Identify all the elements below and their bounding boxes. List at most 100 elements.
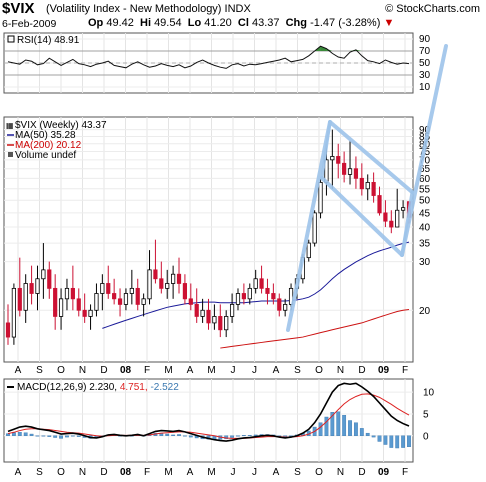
price-x-tick-label: D: [358, 365, 365, 376]
low-label: Lo: [187, 17, 202, 29]
price-x-tick-label: M: [207, 365, 215, 376]
price-candle-body: [389, 220, 394, 228]
price-candle-body: [265, 287, 270, 294]
price-legend-label: $VIX (Weekly) 43.37: [15, 120, 107, 131]
ma50-legend-label: MA(50) 35.28: [15, 130, 76, 141]
change-label: Chg: [285, 17, 307, 29]
price-candle-body: [112, 293, 117, 300]
macd-histogram-bar: [11, 432, 16, 436]
price-candle-body: [23, 283, 28, 311]
ma200-line: [220, 309, 410, 349]
macd-histogram-bar: [348, 420, 352, 436]
price-candle-body: [353, 168, 359, 179]
macd-histogram-bar: [23, 432, 28, 436]
macd-histogram-bar: [318, 422, 323, 436]
price-candle-body: [312, 212, 317, 244]
price-candle-body: [271, 293, 276, 300]
price-candle-body: [94, 293, 99, 311]
price-y-tick-label: 50: [419, 196, 431, 207]
price-candle-body: [318, 182, 323, 214]
price-candle-body: [176, 273, 182, 284]
price-candle-body: [129, 287, 134, 294]
close-value: 43.37: [251, 17, 280, 29]
macd-histogram-bar: [6, 433, 10, 436]
macd-x-tick-label: 09: [378, 467, 390, 478]
price-candle-body: [306, 242, 311, 259]
macd-histogram-bar: [253, 434, 258, 436]
price-x-tick-label: M: [164, 365, 172, 376]
macd-y-tick-label: 5: [423, 409, 429, 420]
macd-histogram-bar: [342, 415, 347, 436]
macd-histogram-bar: [230, 435, 234, 438]
price-candle-body: [283, 304, 288, 311]
price-x-tick-label: J: [252, 365, 257, 376]
macd-histogram-bar: [59, 435, 63, 439]
macd-histogram-bar: [395, 435, 400, 449]
macd-histogram-bar: [247, 435, 252, 437]
price-candle-body: [194, 304, 199, 317]
price-candle-body: [141, 298, 146, 305]
price-candle-body: [383, 212, 388, 222]
macd-y-tick-label: 0: [423, 431, 429, 442]
price-x-tick-label: 09: [378, 365, 390, 376]
price-x-tick-label: N: [79, 365, 86, 376]
macd-histogram-bar: [183, 435, 187, 437]
price-candle-body: [371, 182, 376, 196]
price-candle-body: [17, 287, 22, 311]
rsi-y-tick-label: 50: [419, 58, 431, 69]
macd-histogram-bar: [76, 435, 81, 437]
macd-x-tick-label: J: [252, 467, 257, 478]
price-candle-body: [64, 287, 70, 300]
price-candle-body: [229, 304, 235, 317]
price-x-tick-label: F: [402, 365, 408, 376]
annotation-trend-line: [286, 120, 332, 332]
macd-histogram-bar: [365, 432, 370, 436]
price-candle-body: [359, 177, 364, 190]
price-candle-body: [182, 283, 188, 300]
macd-x-tick-label: M: [164, 467, 172, 478]
price-y-tick-label: 55: [419, 184, 431, 195]
macd-line: [7, 382, 410, 442]
annotation-trend-line: [320, 120, 332, 180]
macd-histogram-bar: [41, 435, 46, 437]
macd-x-tick-label: O: [315, 467, 323, 478]
price-candle-body: [159, 278, 164, 289]
price-x-tick-label: N: [337, 365, 344, 376]
macd-histogram-bar: [17, 432, 22, 436]
macd-histogram-bar: [401, 435, 406, 448]
macd-x-tick-label: A: [15, 467, 22, 478]
price-candle-body: [253, 278, 258, 289]
price-candle-body: [259, 278, 264, 289]
close-label: Cl: [237, 17, 249, 29]
macd-legend-value: -2.522: [150, 382, 179, 393]
price-x-tick-label: A: [15, 365, 22, 376]
rsi-y-tick-label: 10: [419, 82, 431, 93]
price-x-tick-label: A: [273, 365, 280, 376]
price-y-tick-label: 90: [419, 125, 431, 136]
price-candle-body: [106, 283, 111, 294]
macd-histogram-bar: [383, 435, 388, 445]
price-candle-body: [206, 309, 211, 324]
price-y-tick-label: 60: [419, 174, 431, 185]
macd-histogram-bar: [177, 434, 181, 436]
price-candle-body: [123, 293, 129, 305]
price-y-tick-label: 65: [419, 164, 431, 175]
price-candle-body: [277, 298, 282, 311]
price-y-tick-label: 40: [419, 223, 431, 234]
price-candle-body: [47, 269, 52, 289]
rsi-legend-swatch: [7, 35, 15, 43]
macd-x-tick-label: A: [187, 467, 194, 478]
macd-histogram-bar: [165, 433, 170, 436]
price-candle-body: [171, 273, 176, 284]
price-x-tick-label: J: [231, 365, 236, 376]
macd-histogram-bar: [330, 412, 335, 436]
price-candle-body: [5, 322, 11, 338]
price-candle-body: [241, 293, 246, 300]
chart-symbol: $VIX: [2, 0, 35, 17]
macd-histogram-bar: [65, 435, 69, 438]
price-candle-body: [212, 316, 217, 324]
macd-histogram-bar: [236, 435, 240, 437]
price-candle-body: [365, 182, 370, 190]
macd-histogram-bar: [336, 411, 341, 436]
price-candle-body: [165, 283, 170, 289]
